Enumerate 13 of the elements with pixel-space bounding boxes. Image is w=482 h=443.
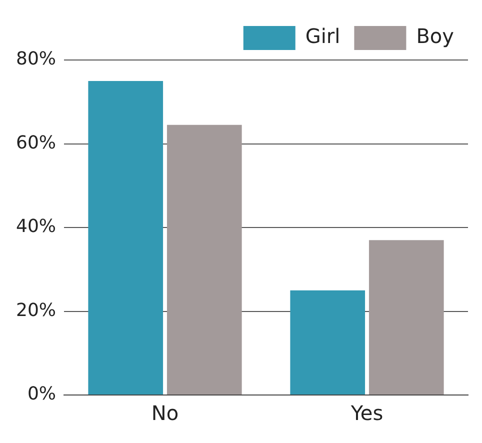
y-tick-label: 80% [16,48,56,70]
bar [290,290,366,394]
legend-label: Girl [305,24,340,48]
y-tick-label: 20% [16,300,56,321]
x-tick-label: Yes [350,401,384,426]
bar [88,80,164,394]
y-tick-label: 40% [16,216,56,238]
legend-label: Boy [416,24,454,48]
bar [166,124,242,394]
x-tick-label: No [151,401,179,426]
y-tick-label: 0% [27,384,56,405]
bar [368,240,444,394]
y-tick-label: 60% [16,132,56,154]
